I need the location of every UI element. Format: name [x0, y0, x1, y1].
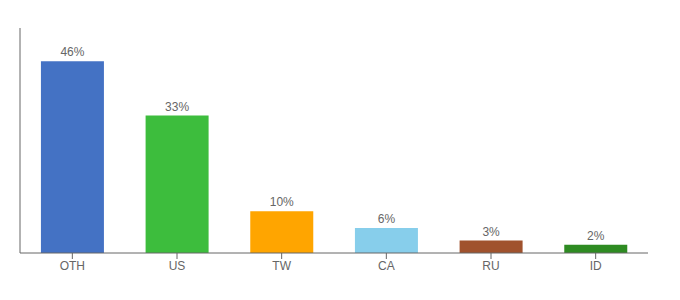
svg-text:10%: 10%	[270, 195, 294, 209]
svg-text:33%: 33%	[165, 100, 189, 114]
svg-text:OTH: OTH	[60, 259, 85, 273]
svg-text:3%: 3%	[482, 225, 500, 239]
svg-text:ID: ID	[590, 259, 602, 273]
svg-text:TW: TW	[272, 259, 291, 273]
svg-text:2%: 2%	[587, 229, 605, 243]
svg-text:46%: 46%	[60, 45, 84, 59]
svg-text:6%: 6%	[378, 212, 396, 226]
svg-text:US: US	[169, 259, 186, 273]
svg-text:RU: RU	[482, 259, 499, 273]
svg-text:CA: CA	[378, 259, 395, 273]
